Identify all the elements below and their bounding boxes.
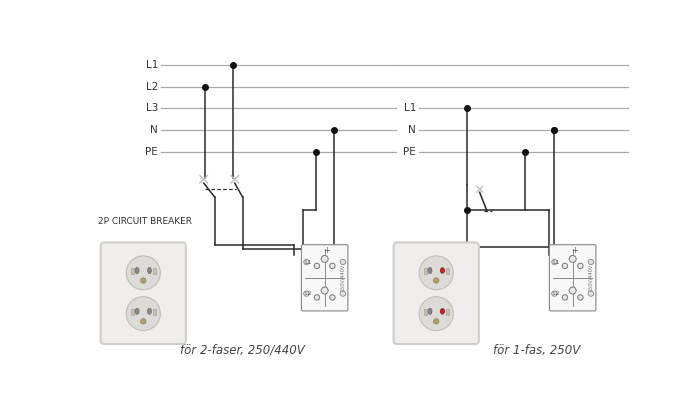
Text: L2: L2 <box>552 291 560 296</box>
Ellipse shape <box>148 268 151 274</box>
Circle shape <box>330 263 335 268</box>
FancyBboxPatch shape <box>587 297 595 308</box>
FancyBboxPatch shape <box>339 266 347 277</box>
Circle shape <box>552 260 557 265</box>
FancyBboxPatch shape <box>550 266 559 277</box>
Circle shape <box>562 263 568 268</box>
Circle shape <box>440 268 444 273</box>
Bar <box>446 268 449 274</box>
Circle shape <box>321 287 328 294</box>
Circle shape <box>562 295 568 300</box>
Circle shape <box>419 297 454 330</box>
Circle shape <box>126 297 160 330</box>
FancyBboxPatch shape <box>550 245 596 311</box>
Text: för 1-fas, 250V: för 1-fas, 250V <box>494 344 580 357</box>
Bar <box>131 268 134 274</box>
Circle shape <box>433 319 439 324</box>
Text: +: + <box>323 245 330 255</box>
Ellipse shape <box>428 268 432 274</box>
Ellipse shape <box>135 308 139 314</box>
Circle shape <box>304 260 309 265</box>
Text: N: N <box>150 125 158 135</box>
Circle shape <box>330 295 335 300</box>
Text: L1: L1 <box>304 260 312 264</box>
Bar <box>153 268 155 274</box>
FancyBboxPatch shape <box>339 297 347 308</box>
FancyBboxPatch shape <box>302 266 311 277</box>
Circle shape <box>569 256 576 262</box>
Circle shape <box>340 260 346 265</box>
Text: L2: L2 <box>304 291 312 296</box>
FancyBboxPatch shape <box>587 266 595 277</box>
Ellipse shape <box>440 268 444 274</box>
Ellipse shape <box>148 308 151 314</box>
Text: L1: L1 <box>552 260 560 264</box>
Circle shape <box>578 295 583 300</box>
Bar <box>446 309 449 315</box>
Circle shape <box>340 291 346 296</box>
Text: 250V/440V: 250V/440V <box>589 264 594 291</box>
Text: L1: L1 <box>404 104 416 113</box>
Circle shape <box>433 278 439 283</box>
Bar <box>424 309 427 315</box>
Ellipse shape <box>440 308 444 314</box>
FancyBboxPatch shape <box>302 245 348 311</box>
Circle shape <box>304 291 309 296</box>
Circle shape <box>552 291 557 296</box>
FancyBboxPatch shape <box>550 297 559 308</box>
Bar <box>424 268 427 274</box>
Text: 250V/440V: 250V/440V <box>341 264 346 291</box>
Circle shape <box>314 295 320 300</box>
Circle shape <box>141 319 146 324</box>
Text: N: N <box>408 125 416 135</box>
Circle shape <box>588 260 594 265</box>
Text: L3: L3 <box>146 104 158 113</box>
Ellipse shape <box>135 268 139 274</box>
Text: för 2-faser, 250/440V: för 2-faser, 250/440V <box>180 344 305 357</box>
Bar <box>153 309 155 315</box>
Text: 2P CIRCUIT BREAKER: 2P CIRCUIT BREAKER <box>98 217 192 226</box>
Circle shape <box>126 256 160 290</box>
Text: L2: L2 <box>146 82 158 92</box>
Circle shape <box>440 309 444 314</box>
Text: L1: L1 <box>146 60 158 70</box>
FancyBboxPatch shape <box>393 242 479 344</box>
Ellipse shape <box>428 308 432 314</box>
Circle shape <box>569 287 576 294</box>
FancyBboxPatch shape <box>101 242 186 344</box>
Circle shape <box>314 263 320 268</box>
Text: PE: PE <box>146 147 158 156</box>
Bar <box>131 309 134 315</box>
Circle shape <box>588 291 594 296</box>
FancyBboxPatch shape <box>302 297 311 308</box>
Circle shape <box>578 263 583 268</box>
Circle shape <box>419 256 454 290</box>
Circle shape <box>141 278 146 283</box>
Circle shape <box>321 256 328 262</box>
Text: PE: PE <box>403 147 416 156</box>
Text: +: + <box>570 245 578 255</box>
